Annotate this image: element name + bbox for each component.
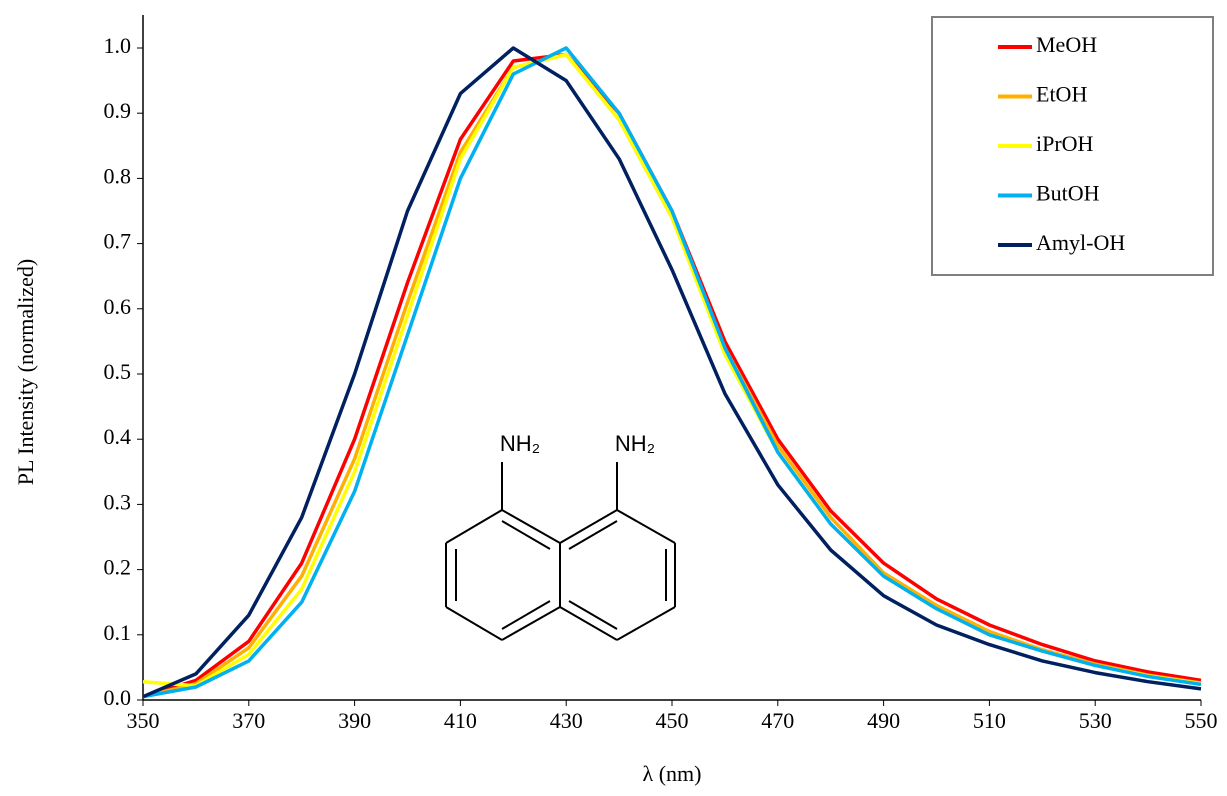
x-tick-label: 550	[1185, 708, 1218, 733]
legend-box	[931, 16, 1214, 276]
x-tick-label: 450	[656, 708, 689, 733]
series-line	[142, 46, 1202, 699]
y-tick-label: 0.8	[104, 163, 132, 188]
legend-label: iPrOH	[1036, 131, 1094, 156]
x-axis-label: λ (nm)	[643, 761, 702, 786]
y-tick-label: 0.1	[104, 620, 132, 645]
x-tick-label: 490	[867, 708, 900, 733]
y-tick-label: 1.0	[104, 33, 132, 58]
x-tick-label: 430	[550, 708, 583, 733]
series-line	[142, 46, 1202, 699]
legend-label: EtOH	[1036, 82, 1087, 107]
x-tick-label: 530	[1079, 708, 1112, 733]
legend-label: MeOH	[1036, 32, 1097, 57]
y-tick-label: 0.9	[104, 98, 132, 123]
x-tick-label: 350	[127, 708, 160, 733]
y-tick-label: 0.3	[104, 489, 132, 514]
y-tick-label: 0.6	[104, 294, 132, 319]
x-tick-label: 370	[232, 708, 265, 733]
molecule-label: NH₂	[500, 431, 540, 456]
y-axis-label: PL Intensity (normalized)	[13, 259, 38, 485]
y-tick-label: 0.5	[104, 359, 132, 384]
y-tick-label: 0.7	[104, 229, 132, 254]
x-tick-label: 510	[973, 708, 1006, 733]
y-tick-label: 0.4	[104, 424, 132, 449]
legend-label: Amyl-OH	[1036, 230, 1125, 255]
molecule	[445, 462, 676, 641]
legend-label: ButOH	[1036, 181, 1100, 206]
x-tick-label: 470	[761, 708, 794, 733]
y-tick-label: 0.0	[104, 685, 132, 710]
x-tick-label: 390	[338, 708, 371, 733]
x-tick-label: 410	[444, 708, 477, 733]
molecule-label: NH₂	[615, 431, 655, 456]
y-tick-label: 0.2	[104, 555, 132, 580]
